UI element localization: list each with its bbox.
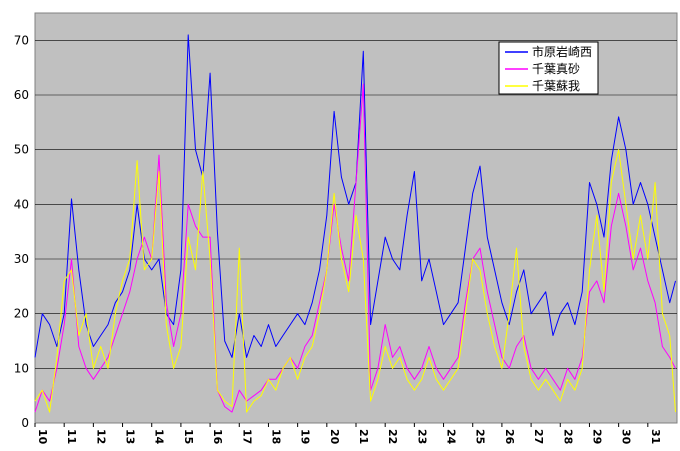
legend-label-0: 市原岩崎西 (532, 44, 592, 59)
x-tick-label: 23 (415, 429, 428, 444)
y-tick-label: 0 (21, 416, 29, 430)
x-tick-label: 29 (590, 429, 603, 444)
x-tick-label: 26 (503, 429, 516, 445)
y-tick-label: 10 (14, 361, 29, 375)
y-tick-label: 20 (14, 307, 29, 321)
x-tick-label: 20 (328, 429, 341, 445)
x-tick-label: 16 (211, 429, 224, 445)
y-tick-label: 60 (14, 88, 29, 102)
x-tick-label: 22 (386, 429, 399, 444)
x-tick-label: 17 (240, 429, 253, 444)
y-tick-label: 50 (14, 143, 29, 157)
x-tick-label: 30 (620, 429, 633, 445)
series-line-1 (34, 83, 676, 413)
x-tick-label: 28 (561, 429, 574, 444)
x-tick-label: 18 (269, 429, 282, 444)
x-tick-label: 15 (182, 429, 195, 444)
legend: 市原岩崎西 千葉真砂 千葉蘇我 (498, 41, 599, 95)
y-tick-label: 40 (14, 197, 29, 211)
legend-label-1: 千葉真砂 (532, 62, 580, 76)
x-tick-label: 13 (124, 429, 137, 444)
x-tick-label: 11 (65, 429, 78, 444)
x-tick-label: 10 (36, 429, 49, 445)
x-tick-label: 12 (94, 429, 107, 444)
x-tick-label: 25 (474, 429, 487, 444)
series-lines (34, 34, 676, 413)
gridlines (35, 40, 677, 369)
y-axis: 0 10 20 30 40 50 60 70 (14, 33, 29, 430)
x-tick-label: 24 (445, 429, 458, 445)
x-tick-label: 31 (649, 429, 662, 444)
y-tick-label: 70 (14, 33, 29, 47)
x-tick-label: 14 (153, 429, 166, 445)
x-axis: 10 11 12 13 14 15 16 17 18 19 20 21 22 23 24 25 26 27 28 29… (34, 423, 662, 445)
legend-label-2: 千葉蘇我 (532, 79, 580, 93)
x-tick-label: 19 (299, 429, 312, 444)
x-tick-label: 21 (357, 429, 370, 444)
y-tick-label: 30 (14, 252, 29, 266)
series-line-2 (34, 149, 676, 413)
x-tick-label: 27 (532, 429, 545, 444)
